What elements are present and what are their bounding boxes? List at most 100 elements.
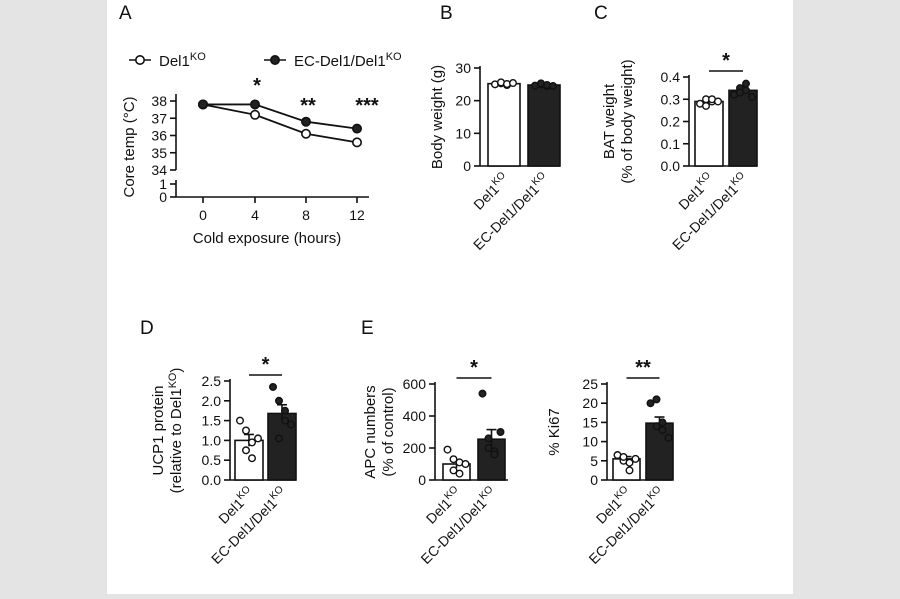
- y-tick-label: 0.2: [661, 114, 681, 130]
- series-line: [203, 103, 358, 130]
- y-tick-label: 37: [151, 110, 167, 126]
- data-point: [484, 434, 493, 443]
- legend-marker: [270, 54, 281, 65]
- x-tick-label: 8: [302, 207, 310, 223]
- y-tick-label: 0: [418, 472, 426, 488]
- data-point: [652, 422, 661, 431]
- x-category-label-text: EC-Del1/Del1KO: [668, 170, 751, 253]
- data-point: [484, 444, 493, 453]
- y-axis-label-part: APC numbers: [362, 385, 379, 478]
- y-axis-label-close: ): [168, 368, 185, 373]
- data-point: [247, 454, 256, 463]
- legend-label: EC-Del1/Del1KO: [294, 51, 402, 70]
- data-point: [625, 466, 634, 475]
- y-tick-label: 0.1: [661, 136, 681, 152]
- data-point: [250, 109, 261, 120]
- x-category-label: EC-Del1/Del1KO: [207, 484, 290, 567]
- y-tick-label: 35: [151, 145, 167, 161]
- data-point: [274, 396, 283, 405]
- y-tick-label: 0.3: [661, 91, 681, 107]
- data-point: [301, 116, 312, 127]
- y-axis-label-part: Core temp (°C): [121, 96, 138, 197]
- y-tick-label: 5: [590, 453, 598, 469]
- y-tick-label: 38: [151, 93, 167, 109]
- y-axis-label: % Ki67: [546, 408, 563, 456]
- y-tick-label: 400: [403, 408, 427, 424]
- y-axis-label: UCP1 protein (relative to Del1KO): [150, 368, 185, 494]
- x-category-label-text: EC-Del1/Del1KO: [417, 484, 500, 567]
- figure-panel: A 34 35 36 37 38 0 1 0 4 8 12 Cold exposure (hours) C…: [107, 0, 793, 594]
- y-tick-label: 15: [582, 414, 598, 430]
- y-tick-label: 1.5: [202, 413, 222, 429]
- data-point: [247, 438, 256, 447]
- significance-stars: **: [635, 357, 651, 379]
- y-axis-label-line: (% of control): [380, 387, 397, 476]
- data-point: [509, 79, 518, 88]
- bar: [487, 82, 521, 167]
- y-axis-label-part: (relative to Del1: [168, 388, 185, 493]
- y-tick-label: 20: [582, 395, 598, 411]
- bar: [694, 100, 724, 167]
- data-point: [280, 406, 289, 415]
- data-point: [352, 123, 363, 134]
- y-tick-label: 10: [455, 125, 471, 141]
- data-point: [664, 433, 673, 442]
- data-point: [253, 434, 262, 443]
- panel-label-c: C: [594, 3, 608, 24]
- bar: [527, 84, 561, 167]
- y-tick-label: 1: [159, 176, 167, 192]
- y-axis-label-line: APC numbers: [362, 385, 379, 478]
- data-point: [241, 426, 250, 435]
- series-line: [202, 103, 358, 144]
- panel-label-a: A: [119, 3, 132, 24]
- data-point: [549, 81, 558, 90]
- data-point: [742, 79, 751, 88]
- y-axis-label-part: Body weight (g): [429, 65, 446, 169]
- y-tick-label: 0: [590, 472, 598, 488]
- y-axis-label-line: Body weight (g): [429, 65, 446, 169]
- y-axis-label: Body weight (g): [429, 65, 446, 169]
- legend-marker: [134, 54, 145, 65]
- x-category-label-text: EC-Del1/Del1KO: [585, 484, 668, 567]
- y-tick-label: 36: [151, 128, 167, 144]
- y-axis-label-part: UCP1 protein: [150, 385, 167, 475]
- data-point: [742, 86, 751, 95]
- x-tick-label: 4: [251, 207, 259, 223]
- data-point: [631, 454, 640, 463]
- y-tick-label: 20: [455, 93, 471, 109]
- x-tick-label: 0: [199, 207, 207, 223]
- significance-stars: *: [262, 354, 270, 376]
- data-point: [478, 389, 487, 398]
- x-axis-label: Cold exposure (hours): [193, 230, 341, 247]
- data-point: [449, 455, 458, 464]
- panel-label-e: E: [361, 318, 374, 339]
- y-tick-label: 2.0: [202, 393, 222, 409]
- y-tick-label: 30: [455, 60, 471, 76]
- x-category-label: EC-Del1/Del1KO: [668, 170, 751, 253]
- y-tick-label: 34: [151, 162, 167, 178]
- y-axis-label: Core temp (°C): [121, 96, 138, 197]
- y-axis-label: APC numbers (% of control): [362, 385, 397, 478]
- x-category-label: EC-Del1/Del1KO: [417, 484, 500, 567]
- significance-stars: *: [253, 75, 261, 97]
- y-tick-label: 2.5: [202, 373, 222, 389]
- legend-label: Del1KO: [159, 51, 206, 70]
- y-axis-label-line: BAT weight: [601, 83, 618, 159]
- legend-label-base: EC-Del1/Del1: [294, 53, 386, 70]
- data-point: [286, 420, 295, 429]
- legend-label-sup: KO: [190, 51, 206, 63]
- x-category-label-text: EC-Del1/Del1KO: [207, 484, 290, 567]
- significance-stars: ***: [355, 95, 379, 117]
- x-tick-label: 12: [349, 207, 365, 223]
- data-point: [748, 93, 757, 102]
- y-axis-label-part: (% of control): [380, 387, 397, 476]
- data-point: [625, 458, 634, 467]
- y-tick-label: 10: [582, 434, 598, 450]
- data-point: [490, 450, 499, 459]
- data-point: [352, 137, 363, 148]
- y-tick-label: 0.0: [661, 158, 681, 174]
- bar: [728, 89, 758, 167]
- panel-label-d: D: [140, 318, 154, 339]
- data-point: [652, 395, 661, 404]
